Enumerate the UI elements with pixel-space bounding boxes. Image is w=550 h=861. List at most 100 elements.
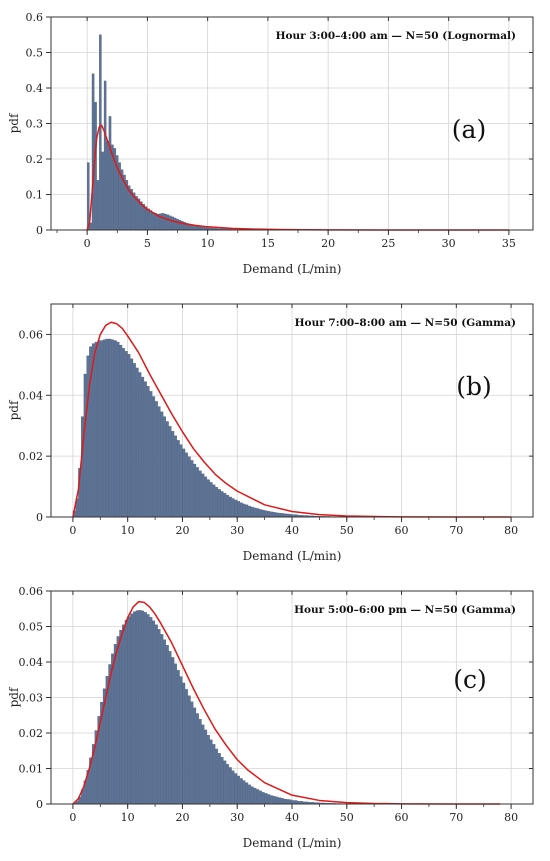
- chart-a-panel-label: (a): [452, 115, 486, 144]
- chart-c-histogram-bar: [234, 773, 238, 805]
- chart-b-histogram-bar: [259, 509, 262, 518]
- chart-c-histogram-bar: [141, 610, 145, 805]
- chart-a-histogram-bar: [178, 219, 182, 231]
- chart-b-y-axis-title: pdf: [7, 399, 21, 420]
- chart-c-histogram-bar: [119, 629, 123, 805]
- chart-c-histogram-bar: [113, 644, 117, 805]
- chart-c-histogram-bar: [122, 624, 125, 805]
- chart-a-histogram-bar: [168, 215, 172, 231]
- chart-b-x-tick-label: 30: [230, 524, 244, 537]
- chart-b-histogram-bar: [206, 479, 210, 518]
- chart-c-histogram-bar: [206, 735, 210, 805]
- chart-b-histogram-bar: [256, 508, 260, 518]
- chart-b-title: Hour 7:00–8:00 am — N=50 (Gamma): [295, 317, 516, 329]
- chart-a-histogram-bar: [147, 208, 150, 231]
- chart-b-histogram-bar: [135, 367, 139, 518]
- chart-c-histogram-bar: [226, 764, 229, 805]
- chart-c-histogram-bar: [237, 775, 240, 805]
- chart-b-histogram-bar: [228, 496, 232, 518]
- chart-b-histogram-bar: [278, 512, 282, 518]
- chart-c-histogram-bar: [286, 799, 290, 805]
- chart-c-x-tick-label: 20: [175, 811, 189, 824]
- chart-c-histogram-bar: [212, 744, 216, 805]
- chart-a-histogram-bar: [164, 213, 167, 231]
- chart-b-histogram-bar: [100, 340, 104, 518]
- chart-c-histogram-bar: [278, 797, 282, 805]
- chart-c-histogram-bar: [248, 784, 251, 805]
- chart-c-histogram-bar: [193, 707, 197, 805]
- chart-c-histogram-bar: [116, 636, 120, 805]
- chart-b-x-tick-label: 80: [504, 524, 518, 537]
- chart-b-x-tick-label: 20: [175, 524, 189, 537]
- chart-c-x-tick-label: 40: [285, 811, 299, 824]
- chart-b-histogram-bar: [176, 440, 180, 518]
- chart-c-histogram-bar: [256, 789, 260, 805]
- chart-b-histogram-bar: [116, 341, 120, 518]
- chart-b-histogram-bar: [111, 339, 114, 518]
- chart-b-histogram-bar: [261, 509, 265, 518]
- chart-b-histogram-bar: [275, 512, 279, 518]
- chart-a-y-tick-label: 0.2: [26, 153, 44, 166]
- chart-c-histogram-bar: [135, 610, 139, 805]
- chart-b-histogram-bar: [138, 372, 142, 518]
- chart-panel-c: 0 10 20 30 40 50 60 70 80 0 0.01 0.02 0.03 0.04 0.05 0.…: [0, 574, 550, 861]
- chart-b-histogram-bar: [234, 499, 238, 518]
- chart-c-histogram-bar: [259, 790, 262, 805]
- chart-a-histogram-bar: [176, 218, 179, 231]
- chart-a-histogram-bar: [166, 214, 170, 231]
- chart-c-x-tick-label: 0: [69, 811, 76, 824]
- chart-b-histogram-bar: [171, 431, 175, 518]
- chart-b-histogram-bar: [283, 513, 287, 518]
- chart-b-y-tick-label: 0.02: [19, 450, 44, 463]
- chart-b-histogram-bar: [182, 448, 186, 518]
- chart-c-x-tick-label: 80: [504, 811, 518, 824]
- chart-a-x-tick-label: 5: [144, 237, 151, 250]
- chart-b-histogram-bar: [146, 386, 150, 518]
- chart-a-histogram-bar: [101, 151, 104, 231]
- chart-c-histogram-bar: [223, 760, 227, 805]
- chart-b-histogram-bar: [113, 340, 117, 518]
- chart-a-x-tick-label: 0: [84, 237, 91, 250]
- chart-b-histogram-bar: [149, 391, 153, 518]
- chart-b-histogram-bar: [94, 341, 98, 518]
- chart-c-x-tick-label: 70: [449, 811, 463, 824]
- chart-c-x-tick-label: 30: [230, 811, 244, 824]
- chart-c-histogram-bar: [275, 796, 279, 805]
- chart-b-histogram-bar: [86, 355, 90, 518]
- chart-b-histogram-bar: [196, 467, 199, 518]
- chart-a-x-tick-label: 20: [321, 237, 335, 250]
- chart-a-y-tick-label: 0.1: [26, 189, 44, 202]
- chart-c-histogram-bar: [187, 695, 191, 805]
- chart-b-histogram-bar: [231, 498, 235, 518]
- chart-b-histogram-bar: [108, 338, 112, 518]
- chart-b-x-tick-label: 40: [285, 524, 299, 537]
- chart-c-x-tick-label: 60: [395, 811, 409, 824]
- chart-b-histogram-bar: [198, 470, 202, 518]
- chart-b-histogram-bar: [157, 406, 161, 518]
- chart-b-histogram-bar: [245, 504, 249, 518]
- chart-c-histogram-bar: [154, 624, 158, 805]
- chart-b-histogram-bar: [272, 512, 276, 518]
- chart-c-histogram-bar: [245, 782, 249, 805]
- chart-c-title: Hour 5:00–6:00 pm — N=50 (Gamma): [294, 604, 516, 616]
- chart-c-histogram-bar: [220, 757, 224, 805]
- chart-a-histogram-bar: [193, 225, 196, 231]
- chart-c-x-tick-label: 50: [340, 811, 354, 824]
- chart-a-x-tick-label: 15: [261, 237, 275, 250]
- chart-b-histogram-bar: [220, 491, 224, 518]
- chart-a-histogram-bar: [197, 226, 201, 231]
- chart-c-histogram-bar: [250, 786, 254, 805]
- chart-b-histogram-bar: [253, 507, 257, 518]
- chart-b-histogram-bar: [122, 347, 125, 518]
- chart-panel-b: 0 10 20 30 40 50 60 70 80 0 0.02 0.04 0.06 Demand (L/…: [0, 287, 550, 574]
- chart-c-histogram-bar: [143, 612, 147, 805]
- chart-b-histogram-bar: [127, 354, 131, 518]
- chart-a-y-tick-label: 0.3: [26, 118, 44, 131]
- chart-b-histogram-bar: [215, 487, 219, 518]
- chart-a-x-tick-label: 35: [502, 237, 516, 250]
- chart-b-histogram-bar: [269, 511, 273, 518]
- chart-a-x-tick-label: 25: [381, 237, 395, 250]
- chart-c-histogram-bar: [127, 616, 131, 805]
- chart-c-histogram-bar: [267, 794, 271, 805]
- chart-c-y-tick-label: 0.05: [19, 621, 44, 634]
